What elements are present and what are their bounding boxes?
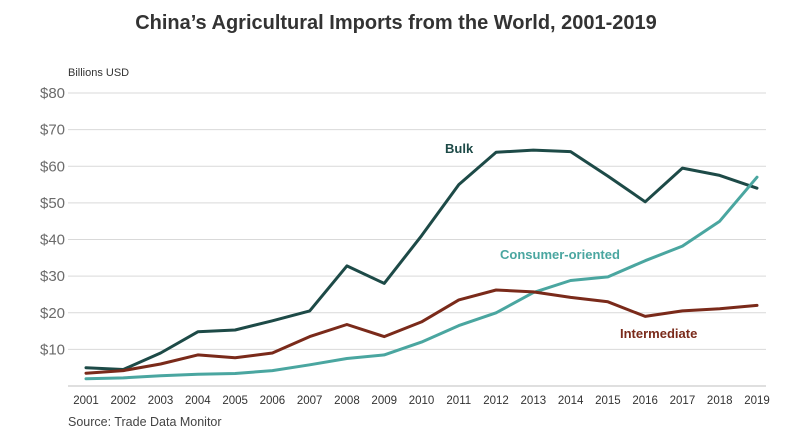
y-tick-label: $30 xyxy=(40,268,65,285)
x-tick-label: 2012 xyxy=(483,395,509,407)
x-tick-label: 2007 xyxy=(297,395,323,407)
series-label: Intermediate xyxy=(620,326,697,341)
y-axis-ticks: $10 $20 $30 $40 $50 $60 $70 $80 xyxy=(40,85,65,358)
x-tick-label: 2003 xyxy=(148,395,174,407)
x-tick-label: 2010 xyxy=(409,395,435,407)
series-labels: Bulk Consumer-oriented Intermediate xyxy=(445,141,697,341)
y-tick-label: $70 xyxy=(40,122,65,139)
x-tick-label: 2001 xyxy=(73,395,99,407)
x-tick-label: 2011 xyxy=(446,395,471,407)
chart-title: China’s Agricultural Imports from the Wo… xyxy=(135,12,657,34)
x-tick-label: 2013 xyxy=(521,395,547,407)
y-tick-label: $50 xyxy=(40,195,65,212)
y-tick-label: $20 xyxy=(40,305,65,322)
x-tick-label: 2008 xyxy=(334,395,360,407)
series-line-0 xyxy=(84,148,759,371)
y-tick-label: $80 xyxy=(40,85,65,102)
x-tick-label: 2019 xyxy=(744,395,770,407)
x-tick-label: 2009 xyxy=(371,395,397,407)
x-tick-label: 2005 xyxy=(222,395,248,407)
x-tick-label: 2004 xyxy=(185,395,211,407)
series-label: Consumer-oriented xyxy=(500,247,620,262)
x-tick-label: 2006 xyxy=(260,395,286,407)
x-axis-ticks: 2001 2002 2003 2004 2005 2006 2007 2008 2009 2010… xyxy=(73,395,770,407)
x-tick-label: 2016 xyxy=(632,395,658,407)
y-tick-label: $60 xyxy=(40,158,65,175)
y-tick-label: $40 xyxy=(40,232,65,249)
series-line-2 xyxy=(84,288,759,375)
x-tick-label: 2017 xyxy=(670,395,696,407)
gridlines xyxy=(68,92,766,350)
series-line-1 xyxy=(84,175,759,381)
y-tick-label: $10 xyxy=(40,341,65,358)
x-tick-label: 2002 xyxy=(110,395,136,407)
x-tick-label: 2015 xyxy=(595,395,621,407)
source-note: Source: Trade Data Monitor xyxy=(68,415,222,429)
series-label: Bulk xyxy=(445,141,474,156)
series-lines xyxy=(84,148,759,381)
x-tick-label: 2014 xyxy=(558,395,584,407)
y-axis-label: Billions USD xyxy=(68,67,129,79)
x-tick-label: 2018 xyxy=(707,395,733,407)
